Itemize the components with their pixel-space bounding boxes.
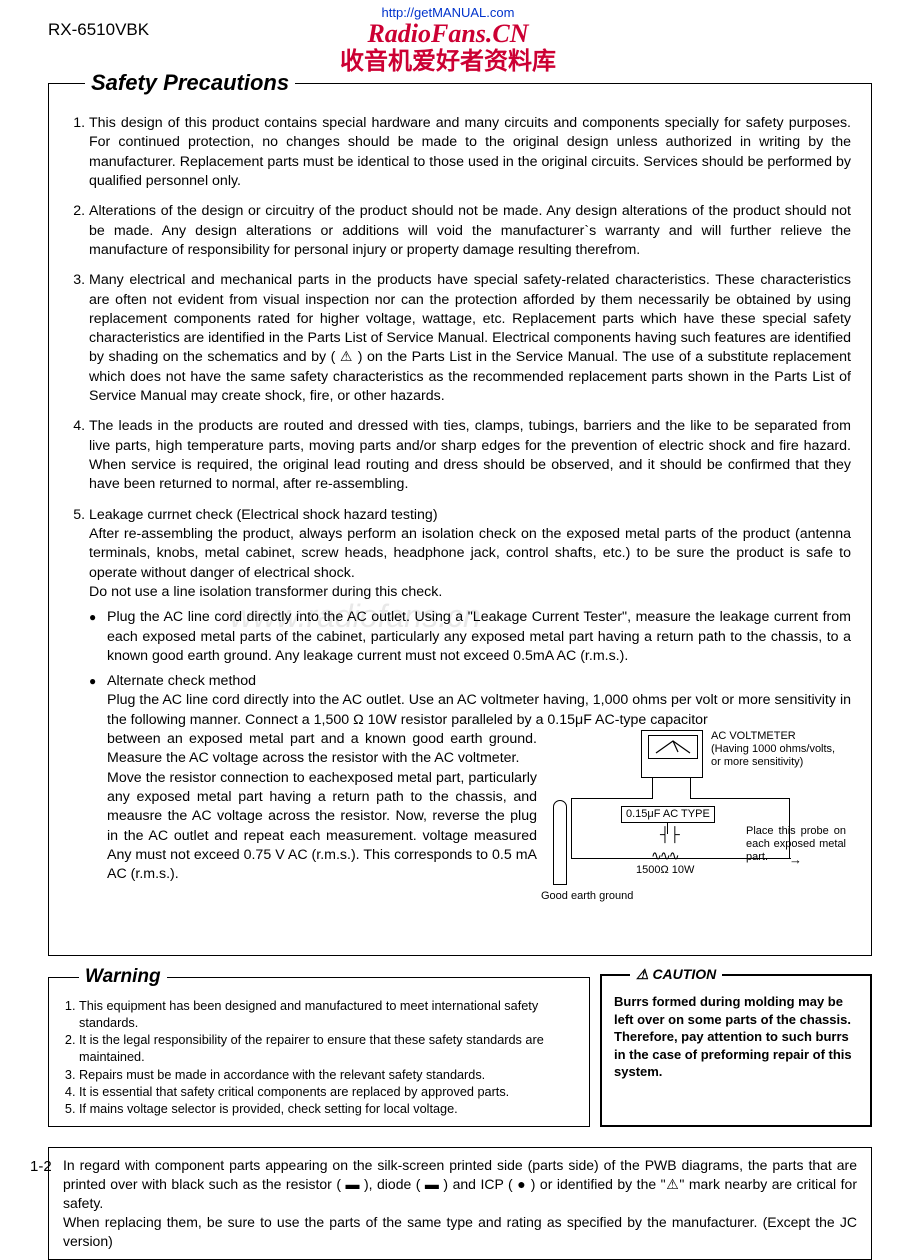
warning-item-1: This equipment has been designed and man… — [79, 998, 575, 1032]
model-number: RX-6510VBK — [48, 20, 149, 40]
warning-item-2: It is the legal responsibility of the re… — [79, 1032, 575, 1066]
alt-method-head: Alternate check method — [107, 673, 256, 689]
resistor-icon: ∿∿∿ — [651, 848, 678, 864]
note-p2: When replacing them, be sure to use the … — [63, 1213, 857, 1251]
probe-label: Place this probe on each exposed metal p… — [746, 825, 846, 865]
safety-precautions-box: Safety Precautions This design of this p… — [48, 70, 872, 956]
precautions-list: This design of this product contains spe… — [69, 114, 851, 930]
warning-legend: Warning — [79, 966, 167, 988]
pwb-note-box: In regard with component parts appearing… — [48, 1147, 872, 1259]
precaution-1: This design of this product contains spe… — [89, 114, 851, 191]
resistor-label: 1500Ω 10W — [636, 864, 694, 877]
leakage-diagram: AC VOLTMETER (Having 1000 ohms/volts, or… — [551, 730, 851, 930]
alt-method-cont: between an exposed metal part and a know… — [107, 730, 537, 930]
alt-method-intro: Plug the AC line cord directly into the … — [107, 692, 851, 727]
warning-box: Warning This equipment has been designed… — [48, 966, 590, 1127]
safety-legend: Safety Precautions — [85, 70, 295, 96]
caution-legend: ⚠ CAUTION — [630, 966, 722, 983]
warning-item-4: It is essential that safety critical com… — [79, 1084, 575, 1101]
capacitor-icon: ┤├ — [660, 826, 680, 843]
watermark-url: http://getMANUAL.com — [340, 6, 556, 20]
ground-label: Good earth ground — [541, 890, 633, 903]
precaution-5-bullet-1: Plug the AC line cord directly into the … — [89, 608, 851, 666]
precaution-5: Leakage currnet check (Electrical shock … — [89, 506, 851, 930]
cap-label: 0.15μF AC TYPE — [621, 806, 715, 823]
precaution-5-bullet-2: Alternate check method Plug the AC line … — [89, 672, 851, 930]
precaution-2: Alterations of the design or circuitry o… — [89, 202, 851, 260]
warning-list: This equipment has been designed and man… — [63, 998, 575, 1118]
page-number: 1-2 — [30, 1158, 52, 1175]
precaution-4: The leads in the products are routed and… — [89, 417, 851, 494]
precaution-5-body: After re-assembling the product, always … — [89, 526, 851, 600]
voltmeter-label: AC VOLTMETER (Having 1000 ohms/volts, or… — [711, 730, 841, 770]
precaution-5-head: Leakage currnet check (Electrical shock … — [89, 506, 851, 525]
note-p1: In regard with component parts appearing… — [63, 1156, 857, 1213]
precaution-3: Many electrical and mechanical parts in … — [89, 271, 851, 406]
caution-box: ⚠ CAUTION Burrs formed during molding ma… — [600, 966, 872, 1127]
voltmeter-icon — [641, 730, 703, 778]
watermark-cn: 收音机爱好者资料库 — [340, 49, 556, 75]
caution-text: Burrs formed during molding may be left … — [614, 993, 858, 1081]
warning-item-3: Repairs must be made in accordance with … — [79, 1067, 575, 1084]
watermark-brand: RadioFans.CN — [340, 20, 556, 49]
watermark: http://getMANUAL.com RadioFans.CN 收音机爱好者… — [340, 6, 556, 75]
warning-item-5: If mains voltage selector is provided, c… — [79, 1101, 575, 1118]
